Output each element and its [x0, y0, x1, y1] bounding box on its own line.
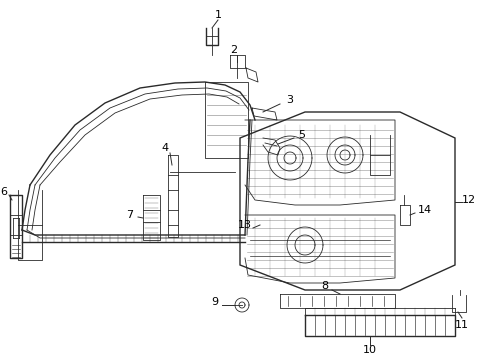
Text: 14: 14	[417, 205, 431, 215]
Text: 11: 11	[454, 320, 468, 330]
Text: 2: 2	[230, 45, 237, 55]
Text: 10: 10	[362, 345, 376, 355]
Text: 12: 12	[461, 195, 475, 205]
Text: 6: 6	[0, 187, 7, 197]
Text: 7: 7	[126, 210, 133, 220]
Text: 4: 4	[161, 143, 168, 153]
Text: 1: 1	[214, 10, 221, 20]
Text: 8: 8	[321, 281, 328, 291]
Text: 9: 9	[211, 297, 218, 307]
Text: 3: 3	[286, 95, 293, 105]
Text: 5: 5	[298, 130, 305, 140]
Text: 13: 13	[238, 220, 251, 230]
